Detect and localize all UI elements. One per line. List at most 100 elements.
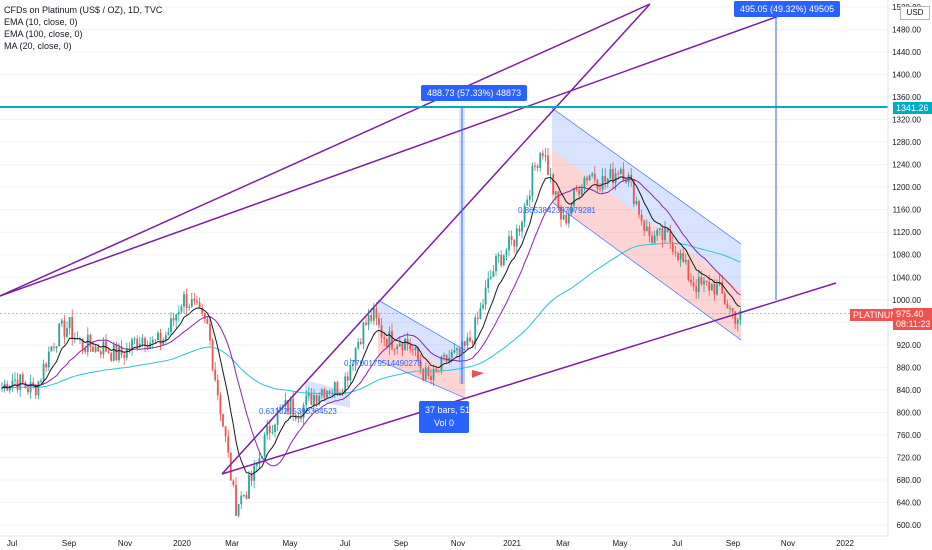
candle-body — [107, 351, 110, 354]
candle-body — [185, 294, 188, 308]
candle-body — [34, 384, 37, 396]
candle-body — [456, 348, 458, 351]
candle-body — [606, 178, 609, 182]
price-tick-label: 1200.00 — [892, 183, 921, 192]
candle-body — [172, 318, 175, 321]
price-tick-label: 1120.00 — [893, 228, 922, 237]
candle-body — [500, 254, 503, 266]
price-tick-label: 1440.00 — [892, 48, 921, 57]
candle-body — [287, 400, 289, 413]
currency-button[interactable]: USD — [900, 6, 930, 20]
candle-body — [50, 346, 53, 352]
candle-body — [682, 253, 685, 262]
candle-body — [263, 434, 266, 457]
ma20-label: MA (20, close, 0) — [4, 41, 72, 51]
candle-body — [518, 228, 521, 232]
candle-body — [365, 322, 367, 325]
candle-body — [502, 255, 505, 266]
price-tick-label: 680.00 — [897, 476, 922, 485]
candle-body — [656, 230, 659, 236]
candle-body — [653, 235, 656, 244]
candle-body — [645, 226, 648, 231]
candle-body — [515, 228, 518, 247]
candle-body — [627, 175, 630, 183]
candle-body — [619, 169, 622, 174]
candle-body — [245, 495, 248, 499]
candle-body — [669, 232, 672, 243]
candle-body — [391, 331, 393, 349]
candle-body — [37, 381, 40, 396]
fib-label-1: 0.6310215393364523 — [259, 407, 337, 416]
candle-body — [362, 322, 365, 345]
ma20-line — [1, 178, 741, 467]
candle-body — [583, 177, 586, 189]
candle-body — [193, 298, 196, 301]
candle-body — [242, 495, 245, 497]
candle-body — [131, 339, 133, 350]
candle-body — [697, 277, 700, 293]
price-tick-label: 1400.00 — [892, 71, 921, 80]
candle-body — [357, 342, 360, 349]
price-tick-label: 1000.00 — [892, 296, 921, 305]
candle-body — [346, 376, 349, 381]
candle-body — [614, 173, 617, 184]
candle-body — [630, 175, 633, 179]
candle-body — [183, 294, 185, 307]
candle-body — [445, 354, 448, 362]
price-tick-label: 1480.00 — [892, 26, 921, 35]
candle-body — [300, 417, 302, 419]
candle-body — [344, 376, 347, 394]
candle-body — [422, 368, 425, 380]
candle-body — [601, 176, 604, 190]
candle-body — [690, 279, 692, 283]
candle-body — [404, 338, 406, 350]
time-tick-label: 2020 — [173, 539, 191, 548]
candle-body — [268, 425, 271, 433]
time-tick-label: Jul — [672, 539, 682, 548]
candle-body — [320, 389, 323, 396]
candle-body — [692, 282, 695, 287]
candle-body — [237, 504, 240, 516]
candle-body — [539, 153, 542, 168]
price-tick-label: 1280.00 — [892, 138, 921, 147]
price-tick-label: 1080.00 — [892, 251, 921, 260]
candle-body — [411, 349, 414, 351]
price-tick-label: 600.00 — [897, 521, 922, 530]
time-tick-label: Mar — [225, 539, 239, 548]
candle-body — [734, 311, 737, 324]
candle-body — [370, 315, 373, 321]
channel-upper-fill-2 — [552, 108, 741, 290]
candle-body — [489, 276, 492, 279]
candle-body — [580, 188, 583, 195]
price-tick-label: 640.00 — [897, 498, 922, 507]
candle-body — [424, 367, 427, 380]
candle-body — [310, 392, 313, 405]
candle-body — [271, 432, 274, 434]
candle-body — [63, 320, 66, 337]
candle-body — [414, 347, 417, 351]
candle-body — [255, 464, 258, 466]
time-tick-label: Nov — [781, 539, 795, 548]
candle-body — [92, 346, 94, 352]
candle-body — [68, 317, 71, 329]
price-tick-label: 760.00 — [897, 431, 922, 440]
candle-body — [547, 155, 549, 175]
candle-body — [640, 214, 643, 222]
candle-body — [731, 307, 734, 312]
candle-body — [123, 354, 126, 358]
candle-body — [167, 332, 170, 336]
candle-body — [79, 339, 81, 341]
candle-body — [484, 287, 487, 305]
ema100-label: EMA (100, close, 0) — [4, 29, 83, 39]
candle-body — [219, 395, 222, 415]
candle-body — [175, 314, 178, 321]
candle-body — [276, 409, 279, 425]
price-tick-label: 1240.00 — [892, 161, 921, 170]
candle-body — [120, 346, 123, 355]
time-tick-label: Sep — [726, 539, 741, 548]
candle-body — [427, 367, 430, 376]
candle-body — [19, 374, 22, 390]
candle-body — [58, 323, 61, 347]
candle-body — [458, 348, 461, 355]
